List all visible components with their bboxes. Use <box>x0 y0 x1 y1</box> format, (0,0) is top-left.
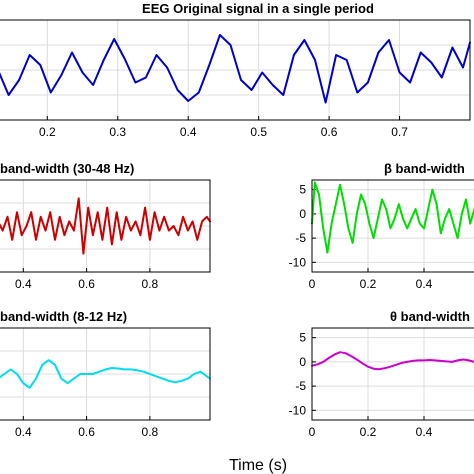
figure-xlabel: Time (s) <box>229 457 287 474</box>
panel-title: band-width (30-48 Hz) <box>0 161 134 176</box>
x-tick-label: 0 <box>309 277 316 291</box>
series-line <box>311 351 474 371</box>
panel-original-signal: EEG Original signal in a single period 0.… <box>0 1 471 139</box>
panel-title: β band-width <box>384 161 465 176</box>
series-line <box>0 34 471 104</box>
x-tick-label: 0.4 <box>180 125 197 139</box>
panel-title: EEG Original signal in a single period <box>142 1 374 16</box>
series-line <box>0 197 211 255</box>
panel-alpha-band: band-width (8-12 Hz) 0.4 0.6 0.8 <box>0 309 211 439</box>
x-tick-label: 0.5 <box>250 125 267 139</box>
series-line <box>0 359 211 389</box>
x-tick-label: 0.2 <box>360 277 377 291</box>
x-tick-label: 0.4 <box>416 277 433 291</box>
panel-theta-band: θ band-width 0 0.2 0.4 5 0 -5 -10 <box>289 309 474 439</box>
panel-gamma-band: band-width (30-48 Hz) 0.4 0.6 0.8 <box>0 161 211 291</box>
x-tick-label: 0.6 <box>78 277 95 291</box>
panel-title: band-width (8-12 Hz) <box>0 309 127 324</box>
y-tick-label: 5 <box>299 331 306 345</box>
axes-frame <box>0 19 471 121</box>
y-tick-label: -10 <box>289 255 307 269</box>
panel-beta-band: β band-width 0 0.2 0.4 5 0 -5 -10 <box>289 161 474 291</box>
y-tick-label: -5 <box>295 231 306 245</box>
axes-frame <box>311 179 474 273</box>
y-tick-label: 5 <box>299 183 306 197</box>
series-line <box>311 181 474 254</box>
axes-frame <box>0 327 211 421</box>
axes-background <box>312 328 474 420</box>
axes-frame <box>311 327 474 421</box>
y-tick-label: 0 <box>299 207 306 221</box>
x-tick-label: 0.8 <box>142 277 159 291</box>
x-tick-label: 0.4 <box>15 277 32 291</box>
x-tick-label: 0.4 <box>15 425 32 439</box>
x-tick-label: 0.4 <box>416 425 433 439</box>
x-tick-label: 0 <box>309 425 316 439</box>
axes-frame <box>0 179 211 273</box>
x-tick-label: 0.3 <box>109 125 126 139</box>
y-tick-label: 0 <box>299 355 306 369</box>
panel-title: θ band-width <box>390 309 470 324</box>
x-tick-label: 0.2 <box>360 425 377 439</box>
axes-background <box>312 180 474 272</box>
x-tick-label: 0.7 <box>391 125 408 139</box>
x-tick-label: 0.2 <box>39 125 56 139</box>
y-tick-label: -5 <box>295 379 306 393</box>
x-tick-label: 0.6 <box>78 425 95 439</box>
y-tick-label: -10 <box>289 403 307 417</box>
x-tick-label: 0.8 <box>142 425 159 439</box>
x-tick-label: 0.6 <box>321 125 338 139</box>
